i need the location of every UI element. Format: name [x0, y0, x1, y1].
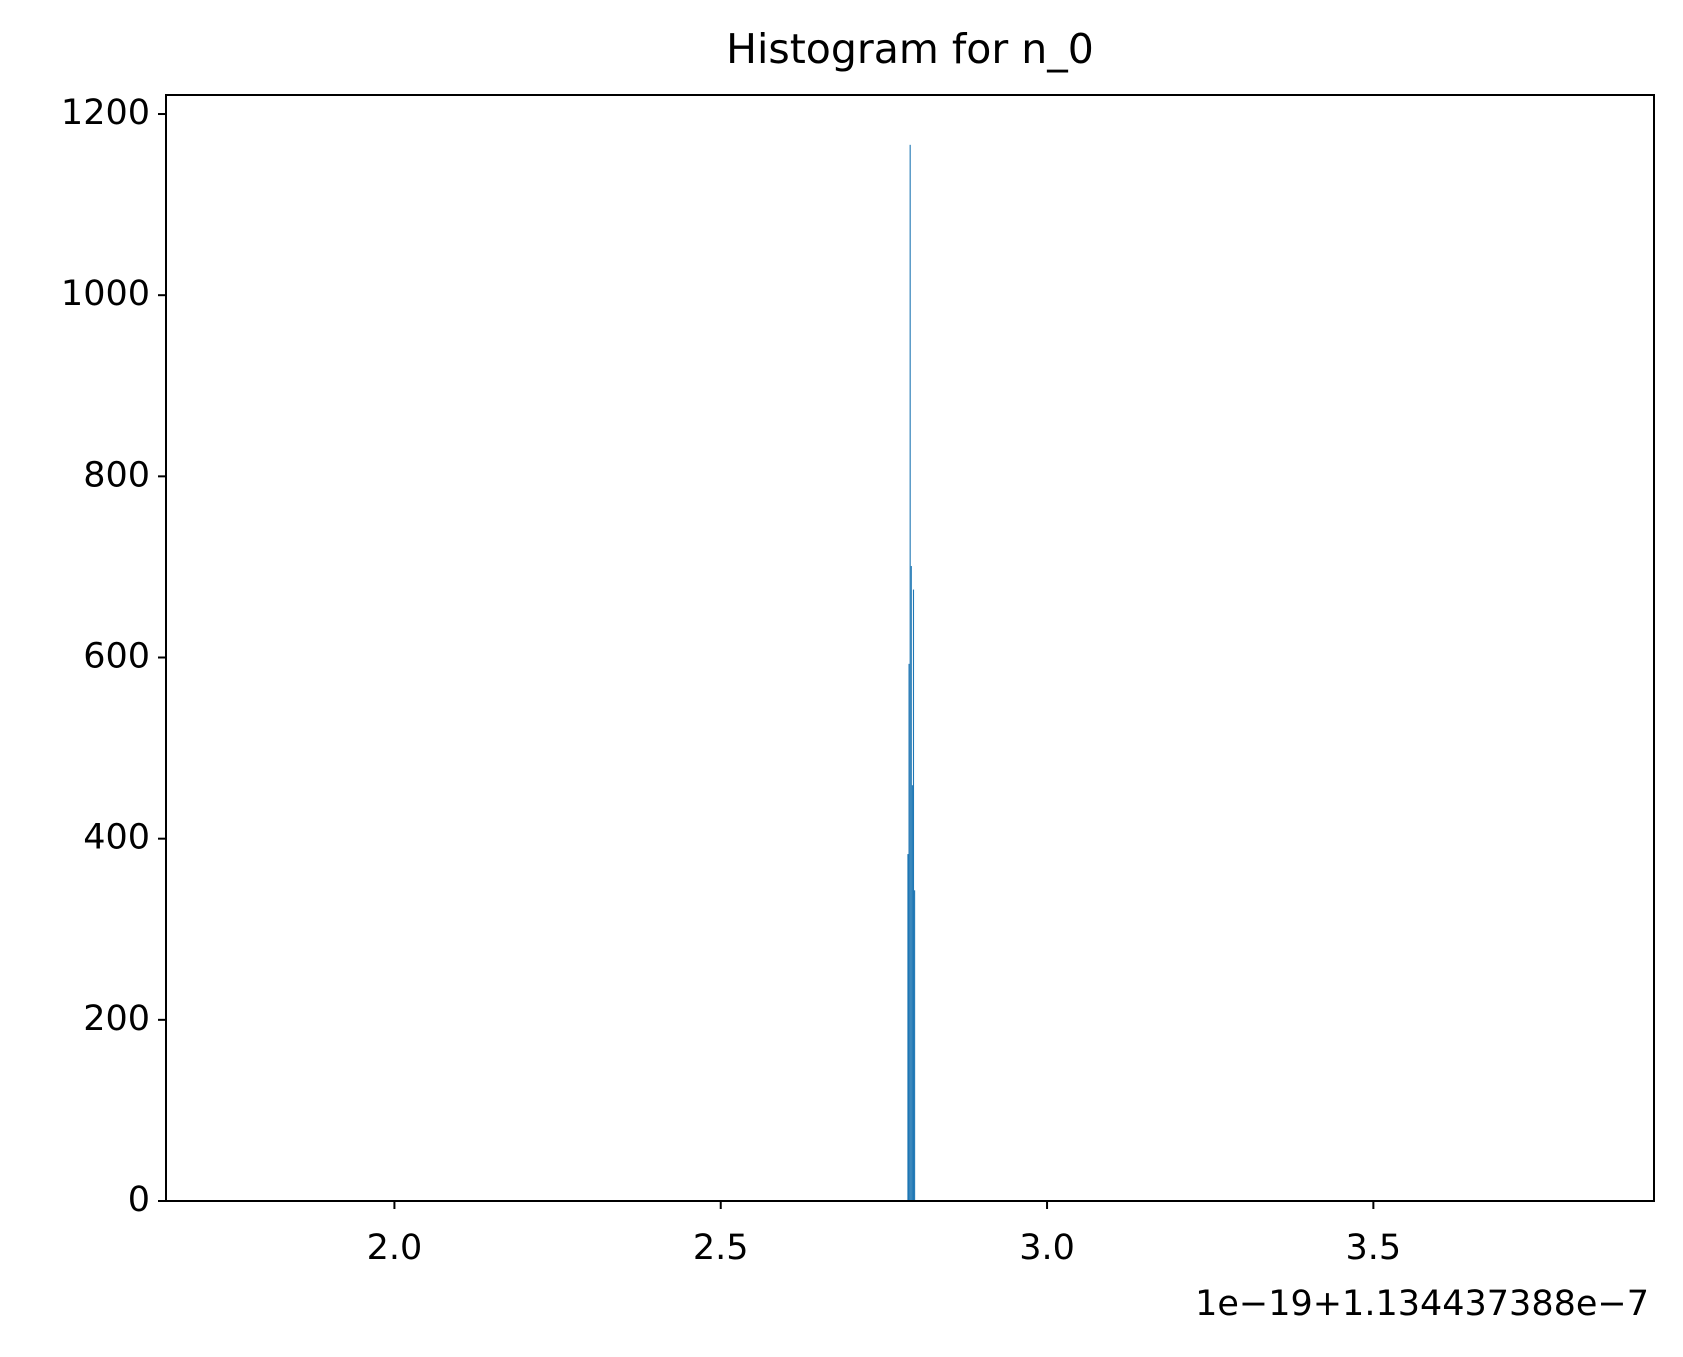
bar	[912, 589, 915, 1201]
x-offset-label: 1e−19+1.134437388e−7	[1195, 1284, 1649, 1324]
bar	[908, 663, 910, 1201]
bar	[909, 144, 911, 1201]
y-tick-label: 1000	[61, 274, 150, 314]
y-tick-label: 0	[128, 1180, 150, 1220]
x-tick-label: 2.5	[693, 1228, 749, 1268]
x-tick-label: 3.0	[1019, 1228, 1075, 1268]
y-tick-label: 600	[83, 637, 150, 677]
y-tick-label: 1200	[61, 93, 150, 133]
bar	[907, 854, 909, 1201]
bar	[914, 890, 916, 1201]
bar	[910, 566, 912, 1201]
x-tick-label: 2.0	[367, 1228, 423, 1268]
y-tick-label: 400	[83, 818, 150, 858]
chart-title: Histogram for n_0	[726, 25, 1094, 73]
y-tick-label: 800	[83, 455, 150, 495]
plot-frame	[165, 94, 1655, 1202]
bar	[911, 785, 913, 1201]
x-tick-label: 3.5	[1346, 1228, 1402, 1268]
y-tick-label: 200	[83, 999, 150, 1039]
